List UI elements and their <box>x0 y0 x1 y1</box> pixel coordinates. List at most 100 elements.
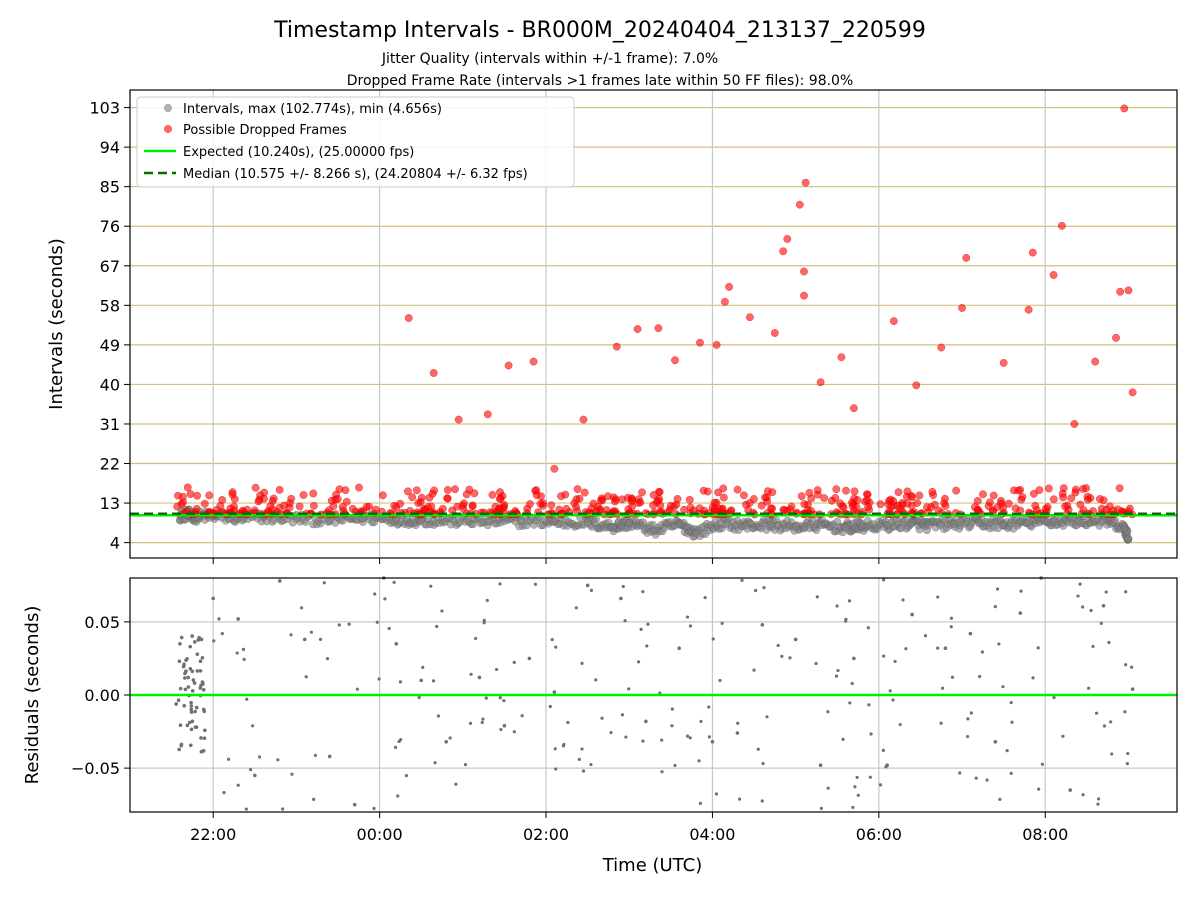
residual-point <box>190 634 194 638</box>
residual-point <box>826 710 830 714</box>
residual-point <box>677 646 681 650</box>
residual-point <box>276 758 280 762</box>
residual-point <box>377 677 381 681</box>
dropped-frame-point <box>886 495 895 504</box>
residual-point <box>203 728 207 733</box>
residual-point <box>281 807 285 811</box>
dropped-frame-point <box>912 381 921 390</box>
residual-point <box>776 643 780 648</box>
dropped-frame-point <box>295 502 304 511</box>
residual-point <box>855 775 859 780</box>
residual-point <box>1068 788 1073 792</box>
dropped-frame-point <box>342 497 351 506</box>
dropped-frame-point <box>1083 492 1092 501</box>
legend-marker-0 <box>164 104 172 112</box>
residual-point <box>444 740 448 744</box>
dropped-frame-point <box>750 495 758 503</box>
residual-point <box>195 669 200 673</box>
dropped-frame-point <box>831 494 840 502</box>
dropped-frame-point <box>425 493 434 502</box>
residual-point <box>190 719 195 724</box>
residual-point <box>178 642 182 646</box>
interval-point <box>924 521 933 530</box>
dropped-frame-point <box>550 464 559 473</box>
dropped-frame-point <box>673 495 682 503</box>
residual-point <box>980 650 984 654</box>
residuals-plot: 0.05 0.00 −0.05 22:00 00:00 02:00 04:00 06:00 08… <box>22 576 1178 876</box>
dropped-frame-point <box>173 502 182 511</box>
interval-point <box>816 521 825 529</box>
dropped-frame-point <box>838 502 847 510</box>
interval-point <box>450 516 459 525</box>
residual-point <box>710 740 715 744</box>
residual-point <box>943 646 948 650</box>
residual-point <box>373 592 377 596</box>
residual-point <box>1009 700 1013 705</box>
residual-point <box>440 609 444 613</box>
residual-point <box>1081 793 1085 797</box>
intervals-ytick-label-7: 67 <box>100 257 120 276</box>
residual-point <box>253 773 257 778</box>
residuals-xtick-label-3: 04:00 <box>689 825 735 844</box>
interval-point <box>908 519 916 528</box>
dropped-frame-point <box>1058 221 1066 230</box>
residual-point <box>502 699 506 703</box>
interval-point <box>883 521 892 529</box>
residual-point <box>520 714 524 718</box>
residual-point <box>383 597 387 601</box>
residual-point <box>594 678 598 682</box>
interval-point <box>858 522 867 531</box>
interval-point <box>741 521 750 530</box>
chart-subtitle-dropped: Dropped Frame Rate (intervals >1 frames … <box>347 73 854 89</box>
residual-point <box>482 618 486 622</box>
dropped-frame-point <box>962 254 971 262</box>
dropped-frame-point <box>654 324 663 333</box>
residual-point <box>580 747 584 751</box>
dropped-frame-point <box>228 490 237 499</box>
residual-point <box>585 583 590 588</box>
dropped-frame-point <box>1028 248 1037 257</box>
dropped-frame-point <box>430 486 438 495</box>
residual-point <box>220 631 224 636</box>
intervals-ytick-label-5: 49 <box>100 336 120 355</box>
residual-point <box>688 736 692 740</box>
residual-point <box>995 587 1000 591</box>
dropped-frame-point <box>848 498 856 507</box>
residual-point <box>481 717 485 721</box>
residual-point <box>372 806 376 811</box>
dropped-frame-point <box>783 235 792 243</box>
residual-point <box>856 793 860 797</box>
residual-point <box>1018 611 1023 615</box>
legend-label-2: Expected (10.240s), (25.00000 fps) <box>183 145 414 160</box>
residual-point <box>878 783 883 787</box>
dropped-frame-point <box>979 490 987 499</box>
residual-point <box>398 680 403 684</box>
residual-point <box>869 732 873 736</box>
residual-point <box>644 719 648 724</box>
time-x-axis-label: Time (UTC) <box>602 855 703 876</box>
residual-point <box>244 807 248 811</box>
interval-point <box>716 519 725 528</box>
residual-point <box>188 666 193 671</box>
dropped-frame-point <box>805 488 814 497</box>
dropped-frame-point <box>216 501 225 510</box>
dropped-frame-point <box>628 502 636 511</box>
residual-point <box>660 738 664 742</box>
interval-point <box>999 520 1008 529</box>
dropped-frame-point <box>800 500 809 508</box>
dropped-frame-point <box>638 488 646 497</box>
residual-point <box>685 734 690 738</box>
residual-point <box>198 669 203 673</box>
residual-point <box>1125 762 1129 766</box>
residual-point <box>793 637 798 642</box>
residual-point <box>736 721 740 725</box>
residual-point <box>1009 771 1013 775</box>
residual-point <box>182 704 187 708</box>
dropped-frame-point <box>1076 500 1085 509</box>
dropped-frame-point <box>1014 486 1023 495</box>
dropped-frame-point <box>557 492 565 500</box>
residual-point <box>178 686 183 691</box>
dropped-frame-point <box>952 486 961 495</box>
residual-point <box>431 679 436 683</box>
